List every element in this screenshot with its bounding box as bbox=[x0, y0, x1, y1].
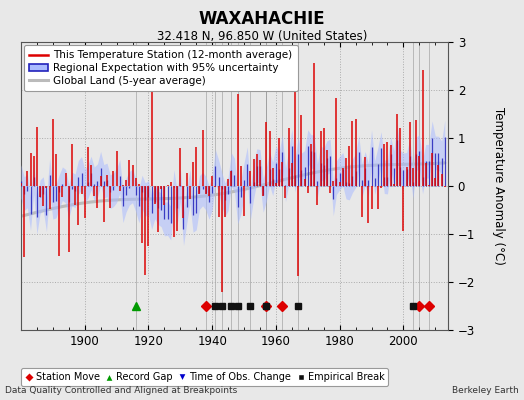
Y-axis label: Temperature Anomaly (°C): Temperature Anomaly (°C) bbox=[492, 107, 505, 265]
Text: Data Quality Controlled and Aligned at Breakpoints: Data Quality Controlled and Aligned at B… bbox=[5, 386, 237, 395]
Text: Berkeley Earth: Berkeley Earth bbox=[452, 386, 519, 395]
Legend: Station Move, Record Gap, Time of Obs. Change, Empirical Break: Station Move, Record Gap, Time of Obs. C… bbox=[21, 368, 388, 386]
Text: WAXAHACHIE: WAXAHACHIE bbox=[199, 10, 325, 28]
Text: 32.418 N, 96.850 W (United States): 32.418 N, 96.850 W (United States) bbox=[157, 30, 367, 43]
